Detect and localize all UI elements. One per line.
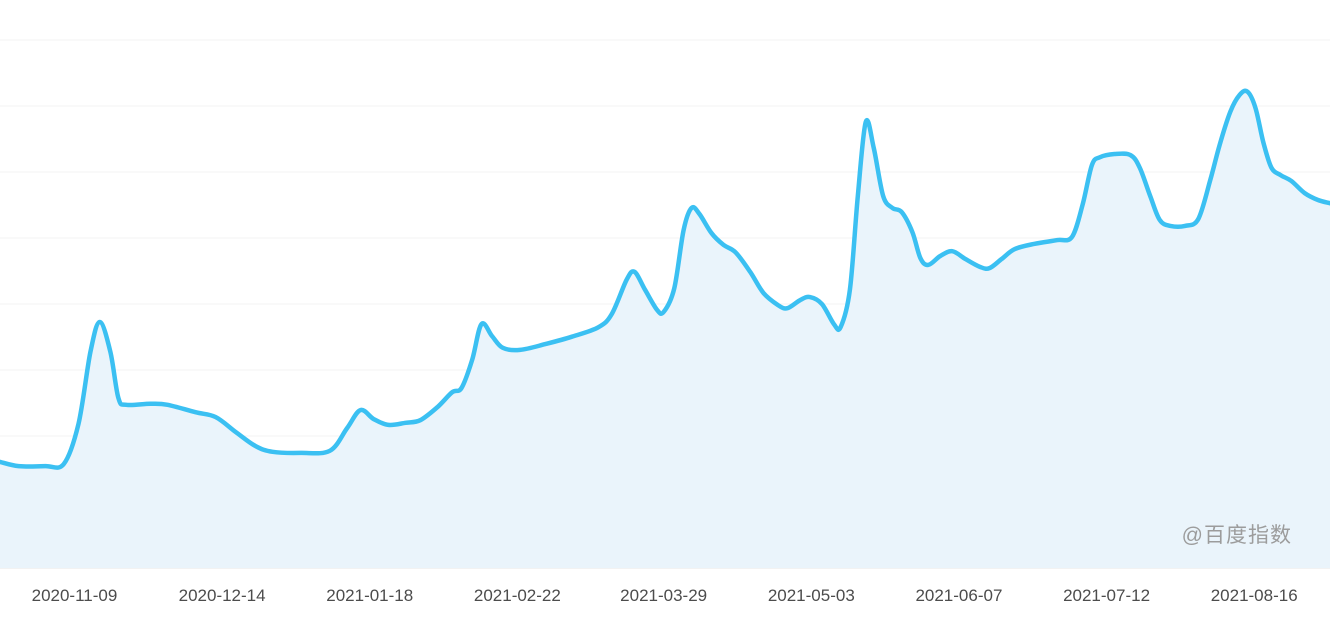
x-tick-label: 2020-12-14 [178,586,266,605]
watermark-text: @百度指数 [1181,524,1292,547]
x-tick-label: 2021-01-18 [326,586,414,605]
x-tick-label: 2021-06-07 [915,586,1003,605]
x-tick-label: 2020-11-09 [31,586,118,605]
x-tick-label: 2021-07-12 [1063,586,1151,605]
x-axis: 2020-11-09 2020-12-14 2021-01-18 2021-02-22… [0,581,1330,621]
x-tick-label: 2021-05-03 [767,586,855,605]
x-tick-label: 2021-03-29 [620,586,708,605]
trend-line [0,88,1330,470]
area-fill [0,90,1330,568]
x-tick-label: 2021-02-22 [473,586,561,605]
x-tick-label: 2021-08-16 [1210,586,1298,605]
